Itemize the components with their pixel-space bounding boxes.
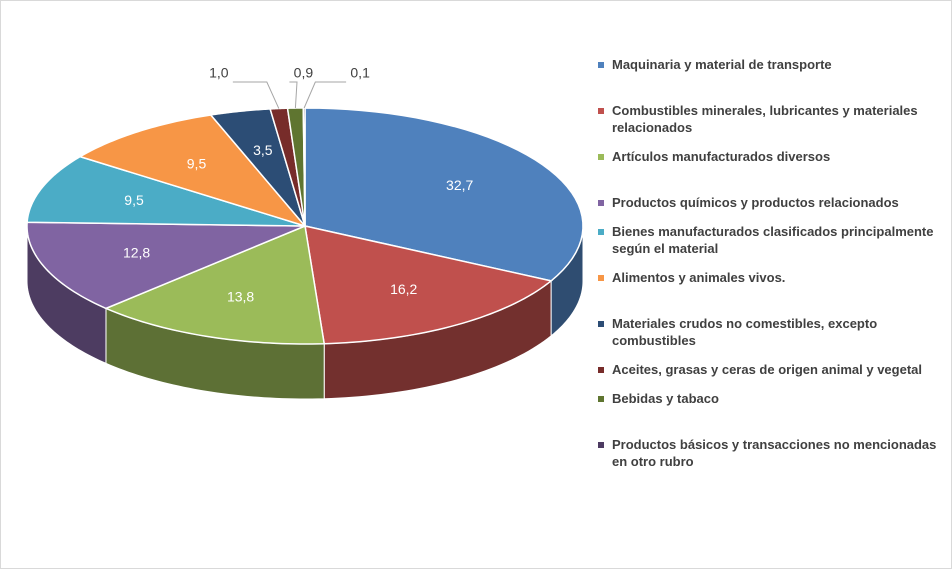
legend-label: Maquinaria y material de transporte: [612, 57, 832, 72]
legend-swatch: [598, 200, 604, 206]
data-label: 0,9: [294, 65, 314, 81]
data-label: 12,8: [123, 244, 150, 260]
legend-item: Productos básicos y transacciones no men…: [598, 436, 948, 470]
slice: [304, 225, 553, 345]
legend-item: Maquinaria y material de transporte: [598, 56, 948, 73]
legend-item: Aceites, grasas y ceras de origen animal…: [598, 361, 948, 378]
legend-swatch: [598, 321, 604, 327]
legend-label: Artículos manufacturados diversos: [612, 149, 831, 164]
legend-swatch: [598, 396, 604, 402]
data-label: 13,8: [227, 288, 254, 304]
leader-line: [232, 81, 280, 109]
tops: [26, 107, 584, 345]
legend-swatch: [598, 229, 604, 235]
slice: [26, 155, 306, 227]
legend-swatch: [598, 108, 604, 114]
legend-label: Aceites, grasas y ceras de origen animal…: [612, 362, 922, 377]
legend: Maquinaria y material de transporte Combu…: [598, 56, 948, 470]
legend-item: Bebidas y tabaco: [598, 390, 948, 407]
data-label: 0,1: [350, 65, 370, 81]
slice: [78, 114, 308, 228]
legend-item: Materiales crudos no comestibles, except…: [598, 315, 948, 349]
legend-label: Bienes manufacturados clasificados princ…: [612, 224, 934, 256]
legend-label: Materiales crudos no comestibles, except…: [612, 316, 878, 348]
data-label: 9,5: [187, 155, 207, 171]
data-label: 32,7: [446, 177, 473, 193]
slice: [304, 107, 584, 282]
data-label: 9,5: [124, 192, 144, 208]
legend-swatch: [598, 442, 604, 448]
leader-line: [289, 81, 298, 109]
legend-item: Productos químicos y productos relaciona…: [598, 194, 948, 211]
legend-label: Productos básicos y transacciones no men…: [612, 437, 937, 469]
legend-swatch: [598, 62, 604, 68]
leader-line: [303, 81, 347, 109]
slice: [26, 221, 306, 310]
legend-item: Alimentos y animales vivos.: [598, 269, 948, 286]
legend-item: Artículos manufacturados diversos: [598, 148, 948, 165]
slice: [209, 108, 306, 227]
data-label: 1,0: [209, 65, 229, 81]
legend-swatch: [598, 367, 604, 373]
legend-swatch: [598, 275, 604, 281]
legend-label: Productos químicos y productos relaciona…: [612, 195, 899, 210]
labels: 32,7 16,2 13,8 12,8 9,5 9,5 3,5 1,0 0,9 0,1: [123, 65, 474, 305]
legend-item: Bienes manufacturados clasificados princ…: [598, 223, 948, 257]
data-label: 3,5: [253, 142, 273, 158]
legend-label: Bebidas y tabaco: [612, 391, 719, 406]
legend-swatch: [598, 154, 604, 160]
data-label: 16,2: [390, 281, 417, 297]
legend-item: Combustibles minerales, lubricantes y ma…: [598, 102, 948, 136]
slice: [104, 224, 326, 345]
legend-label: Combustibles minerales, lubricantes y ma…: [612, 103, 918, 135]
pie-area: 32,7 16,2 13,8 12,8 9,5 9,5 3,5 1,0 0,9 0,1: [26, 65, 584, 400]
legend-label: Alimentos y animales vivos.: [612, 270, 786, 285]
